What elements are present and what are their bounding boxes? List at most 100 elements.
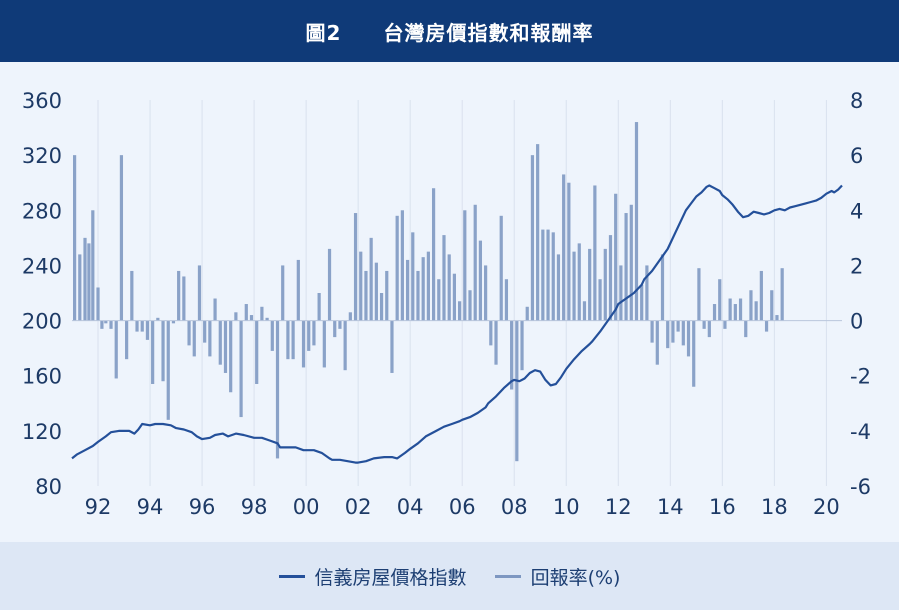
legend-label-return: 回報率(%) [530, 566, 621, 589]
return-bar [405, 259, 410, 321]
return-bar [608, 235, 613, 321]
right-tick-label: 0 [850, 310, 863, 334]
return-bar [218, 320, 222, 365]
return-bar [671, 320, 675, 343]
return-bar [645, 265, 649, 321]
x-tick-label: 20 [813, 495, 840, 519]
return-bar [109, 320, 113, 329]
return-bar [640, 284, 644, 321]
return-bar [718, 279, 722, 321]
legend: 信義房屋價格指數 回報率(%) [0, 542, 899, 610]
return-bar [130, 270, 134, 321]
return-bar [307, 320, 311, 351]
return-bar [738, 298, 743, 321]
return-bar [223, 320, 228, 373]
return-bar [666, 320, 670, 349]
left-tick-label: 320 [22, 144, 62, 168]
return-bar [364, 270, 368, 321]
return-bar [343, 320, 347, 371]
return-bar [702, 320, 706, 329]
return-bar [567, 182, 571, 321]
return-bar [187, 320, 191, 346]
return-bar [281, 265, 285, 321]
return-bar [733, 304, 737, 321]
return-bar [484, 265, 488, 321]
return-bar [520, 320, 524, 371]
x-tick-label: 12 [605, 495, 632, 519]
return-bar [192, 320, 196, 357]
right-tick-label: 4 [850, 199, 863, 223]
return-bar [723, 320, 727, 329]
return-bar [156, 317, 160, 321]
return-bar [536, 144, 540, 321]
return-bar [676, 320, 680, 332]
x-tick-label: 96 [189, 495, 216, 519]
return-bar [437, 279, 441, 321]
return-bar [114, 320, 118, 379]
return-bar [593, 185, 597, 321]
return-bar [369, 237, 373, 321]
return-bar [629, 204, 633, 321]
return-bar [515, 320, 519, 462]
left-tick-label: 160 [22, 365, 62, 389]
return-bar [624, 213, 628, 321]
line-swatch-icon [278, 574, 305, 578]
return-bar [551, 232, 555, 321]
x-tick-label: 94 [137, 495, 164, 519]
right-tick-label: -4 [850, 420, 871, 444]
return-bar [317, 293, 321, 321]
return-bar [442, 235, 446, 321]
return-bar [322, 320, 326, 368]
return-bar [312, 320, 316, 346]
legend-label-index: 信義房屋價格指數 [314, 566, 467, 589]
return-bar [379, 293, 384, 321]
return-bar [541, 229, 545, 321]
return-bar [249, 315, 254, 321]
return-bar [489, 320, 493, 346]
return-bar [104, 320, 108, 324]
return-bar [697, 268, 701, 321]
return-bar [390, 320, 394, 373]
x-tick-label: 00 [293, 495, 320, 519]
return-bar [125, 320, 129, 360]
x-tick-label: 04 [397, 495, 424, 519]
return-bar [87, 243, 91, 321]
return-bar [151, 320, 155, 384]
return-bar [197, 265, 202, 321]
return-bar [582, 301, 587, 321]
return-bar [270, 320, 274, 351]
return-bar [416, 270, 420, 321]
return-bar [213, 298, 217, 321]
return-bar [692, 320, 696, 387]
left-tick-label: 120 [22, 420, 62, 444]
return-bar [229, 320, 233, 393]
left-tick-label: 200 [22, 310, 62, 334]
return-bar [614, 193, 618, 321]
return-bar [182, 276, 186, 321]
return-bar [374, 262, 378, 321]
return-bar [119, 155, 124, 321]
return-bar [598, 279, 602, 321]
price-index-line [71, 184, 843, 464]
return-bar [530, 155, 535, 321]
x-tick-label: 02 [345, 495, 372, 519]
left-tick-label: 240 [22, 254, 62, 278]
return-bar [775, 315, 779, 321]
return-bar [291, 320, 295, 360]
return-bar [286, 320, 290, 360]
return-bar [265, 317, 269, 321]
return-bar [655, 320, 659, 365]
right-tick-label: 6 [850, 144, 863, 168]
plot-area: 80 120 160 200 240 280 320 360 -6 -4 -2 0 2 4 6 8 92 94 96… [0, 62, 899, 542]
return-bar [161, 320, 165, 382]
return-bar [140, 320, 144, 332]
return-bar [255, 320, 259, 384]
legend-item-return: 回報率(%) [494, 563, 621, 590]
right-tick-label: 8 [850, 89, 863, 113]
return-bar [686, 320, 691, 357]
chart-header: 圖2 台灣房價指數和報酬率 [0, 0, 899, 62]
return-bar [510, 320, 514, 390]
return-bar [301, 320, 306, 368]
return-bar [83, 237, 87, 321]
